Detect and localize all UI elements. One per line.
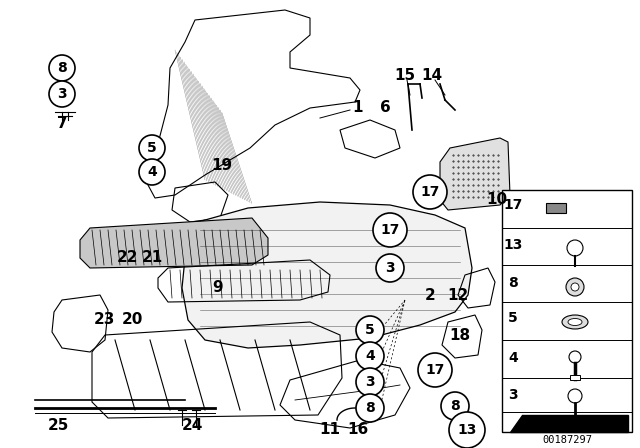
Text: 2: 2 [424, 288, 435, 302]
Circle shape [566, 278, 584, 296]
Text: 1: 1 [353, 100, 364, 116]
Text: 11: 11 [319, 422, 340, 438]
Text: 17: 17 [380, 223, 400, 237]
Text: 3: 3 [385, 261, 395, 275]
Text: 8: 8 [365, 401, 375, 415]
Circle shape [441, 392, 469, 420]
Text: 4: 4 [508, 351, 518, 365]
Ellipse shape [562, 315, 588, 329]
Polygon shape [510, 415, 628, 432]
Text: 12: 12 [447, 288, 468, 302]
Text: 19: 19 [211, 159, 232, 173]
Text: 8: 8 [57, 61, 67, 75]
Text: 18: 18 [449, 328, 470, 344]
Ellipse shape [568, 319, 582, 326]
Text: 17: 17 [503, 198, 523, 212]
Text: 14: 14 [421, 69, 443, 83]
Circle shape [571, 283, 579, 291]
Text: 17: 17 [426, 363, 445, 377]
Circle shape [356, 394, 384, 422]
Polygon shape [440, 138, 510, 210]
Text: 4: 4 [147, 165, 157, 179]
Text: 23: 23 [93, 313, 115, 327]
Text: 5: 5 [508, 311, 518, 325]
Text: 6: 6 [380, 100, 390, 116]
Text: 15: 15 [394, 69, 415, 83]
Text: 4: 4 [365, 349, 375, 363]
Text: 16: 16 [348, 422, 369, 438]
Text: 7: 7 [57, 116, 67, 132]
Circle shape [139, 135, 165, 161]
Text: 21: 21 [141, 250, 163, 264]
Text: 3: 3 [57, 87, 67, 101]
Bar [570, 375, 580, 380]
Text: 13: 13 [503, 238, 523, 252]
Polygon shape [182, 202, 472, 348]
Text: 00187297: 00187297 [542, 435, 592, 445]
Circle shape [569, 351, 581, 363]
Text: 9: 9 [212, 280, 223, 296]
Circle shape [356, 316, 384, 344]
FancyBboxPatch shape [546, 203, 566, 213]
Circle shape [418, 353, 452, 387]
Circle shape [413, 175, 447, 209]
Text: 22: 22 [117, 250, 139, 264]
Circle shape [373, 213, 407, 247]
Circle shape [49, 55, 75, 81]
Text: 8: 8 [450, 399, 460, 413]
Text: 24: 24 [181, 418, 203, 432]
Circle shape [49, 81, 75, 107]
Text: 13: 13 [458, 423, 477, 437]
Circle shape [376, 254, 404, 282]
Text: 10: 10 [486, 193, 508, 207]
Text: 3: 3 [365, 375, 375, 389]
Circle shape [356, 342, 384, 370]
Text: 5: 5 [365, 323, 375, 337]
Text: 25: 25 [47, 418, 68, 432]
Text: 17: 17 [420, 185, 440, 199]
Circle shape [356, 368, 384, 396]
Text: 8: 8 [508, 276, 518, 290]
Text: 3: 3 [508, 388, 518, 402]
Polygon shape [80, 218, 268, 268]
Bar [502, 190, 632, 432]
Circle shape [449, 412, 485, 448]
Text: 20: 20 [122, 313, 143, 327]
Text: 5: 5 [147, 141, 157, 155]
Circle shape [139, 159, 165, 185]
Circle shape [568, 389, 582, 403]
